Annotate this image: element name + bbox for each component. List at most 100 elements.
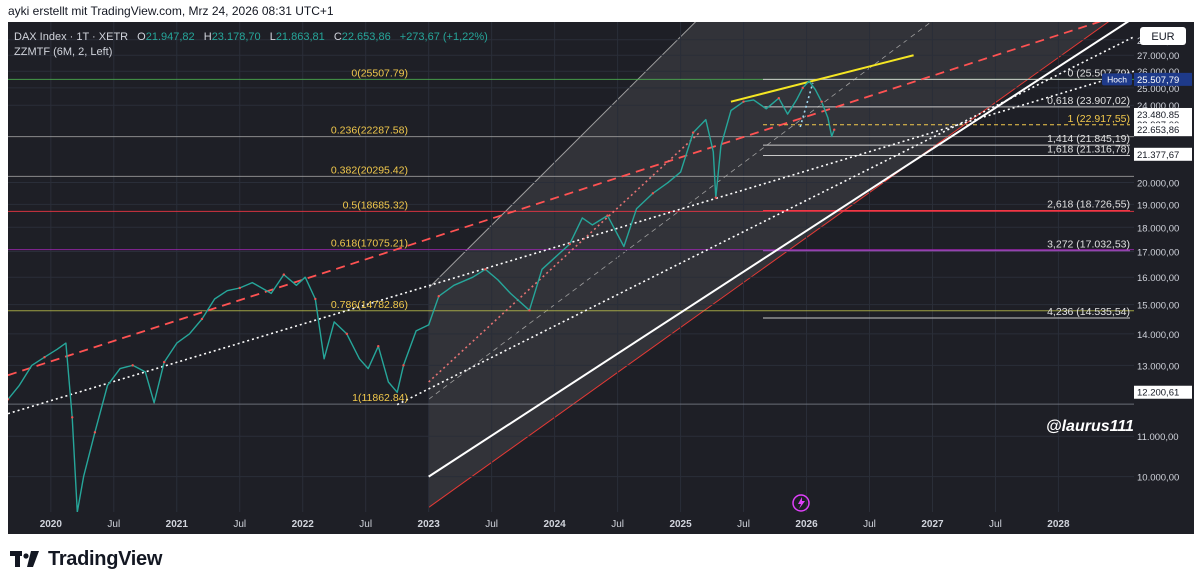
price-point xyxy=(777,96,781,100)
time-tick-label: 2027 xyxy=(921,519,944,530)
price-point xyxy=(93,431,97,434)
close-value: 22.653,86 xyxy=(342,31,391,43)
price-point xyxy=(131,364,134,367)
price-tick-label: 18.000,00 xyxy=(1137,223,1179,234)
high-value: 23.178,70 xyxy=(212,31,261,43)
price-point xyxy=(820,100,823,103)
trend-line-solid xyxy=(428,22,1130,478)
price-tag-label: 22.653,86 xyxy=(1137,125,1179,136)
fib-retracement-label: 0.5(18685.32) xyxy=(343,199,408,211)
price-point xyxy=(162,360,166,364)
price-tick-label: 16.000,00 xyxy=(1137,273,1179,284)
ohlc-legend: DAX Index · 1T · XETR O21.947,82 H23.178… xyxy=(14,31,488,43)
fib-extension-label: 4,236 (14.535,54) xyxy=(1047,306,1130,318)
currency-badge[interactable] xyxy=(1140,27,1186,45)
fib-retracement-label: 0.236(22287.58) xyxy=(331,125,408,137)
time-tick-label: Jul xyxy=(233,519,246,530)
fib-retracement-label: 0.382(20295.42) xyxy=(331,164,408,176)
price-tick-label: 15.000,00 xyxy=(1137,301,1179,312)
price-tag-label: 21.377,67 xyxy=(1137,150,1179,161)
currency-label: EUR xyxy=(1151,31,1174,43)
price-tag-label: 12.200,61 xyxy=(1137,388,1179,399)
fib-retracement-label: 1(11862.84) xyxy=(352,392,408,404)
price-point xyxy=(568,242,571,246)
price-chart[interactable]: 0(25507.79) 0.236(22287.58) 0.382(20295.42… xyxy=(8,22,1194,534)
time-tick-label: 2023 xyxy=(418,519,441,530)
fib-retracement-label: 0.786(14782.86) xyxy=(331,299,408,311)
price-tick-label: 25.000,00 xyxy=(1137,84,1179,95)
chart-caption: ayki erstellt mit TradingView.com, Mrz 2… xyxy=(8,4,334,18)
price-point xyxy=(402,364,405,367)
dax-price-line xyxy=(8,80,835,513)
low-value: 21.863,81 xyxy=(276,31,325,43)
price-point xyxy=(801,86,804,90)
trend-line-dashed xyxy=(8,22,1102,377)
price-point xyxy=(742,100,745,103)
price-point xyxy=(606,214,609,217)
fib-extension-label: 1,618 (21.316,78) xyxy=(1047,144,1130,156)
trend-line-solid xyxy=(730,54,914,103)
price-point xyxy=(528,309,531,312)
price-tag-bg xyxy=(1134,72,1192,86)
trendline-layer xyxy=(8,22,1135,478)
grid-layer xyxy=(8,22,1134,512)
time-tick-label: 2025 xyxy=(669,519,692,530)
price-tick-label: 14.000,00 xyxy=(1137,330,1179,341)
price-tick-label: 13.000,00 xyxy=(1137,361,1179,372)
tradingview-logo[interactable]: TradingView xyxy=(10,548,162,571)
fib-extension-label: 1 (22.917,55) xyxy=(1068,113,1130,125)
price-axis[interactable] xyxy=(1134,22,1194,534)
fib-layer xyxy=(8,78,1134,405)
open-value: 21.947,82 xyxy=(146,31,195,43)
price-point xyxy=(691,131,695,134)
channel-mid-line xyxy=(428,22,932,400)
price-point xyxy=(651,192,655,195)
time-tick-label: 2022 xyxy=(292,519,315,530)
price-point xyxy=(238,286,241,290)
price-tick-label: 20.000,00 xyxy=(1137,179,1179,190)
price-point xyxy=(314,297,317,301)
fib-extension-label: 1,414 (21.845,19) xyxy=(1047,133,1130,145)
price-tag-label: 25.507,79 xyxy=(1137,75,1179,86)
time-tick-label: Jul xyxy=(485,519,498,530)
time-tick-label: Jul xyxy=(359,519,372,530)
tradingview-logo-icon xyxy=(10,550,39,567)
price-tick-label: 24.000,00 xyxy=(1137,101,1179,112)
watermark: @laurus111 xyxy=(1046,418,1134,435)
time-tick-label: 2020 xyxy=(40,519,63,530)
price-tag-bg xyxy=(1134,123,1192,137)
price-point xyxy=(71,416,74,419)
price-tag-bg xyxy=(1134,107,1192,121)
time-tick-label: 2021 xyxy=(166,519,189,530)
price-tick-label: 26.000,00 xyxy=(1137,67,1179,78)
price-tag-prefix-bg xyxy=(1102,73,1132,86)
price-tag-bg xyxy=(1134,147,1192,161)
price-point xyxy=(282,273,286,276)
chart-panel[interactable]: 0(25507.79) 0.236(22287.58) 0.382(20295.42… xyxy=(8,22,1194,534)
time-tick-label: Jul xyxy=(863,519,876,530)
symbol-name: DAX Index · 1T · XETR xyxy=(14,31,128,43)
label-layer: 0(25507.79) 0.236(22287.58) 0.382(20295.42… xyxy=(331,67,1130,404)
price-point xyxy=(345,332,349,336)
fib-retracement-label: 0.618(17075.21) xyxy=(331,238,408,250)
price-point xyxy=(377,344,380,348)
price-axis-ticks: 10.000,00 11.000,00 13.000,00 14.000,00 15.0… xyxy=(1102,36,1192,484)
indicator-legend[interactable]: ZZMTF (6M, 2, Left) xyxy=(14,46,112,58)
brand-name: TradingView xyxy=(48,548,163,570)
time-tick-label: 2026 xyxy=(795,519,818,530)
time-axis-ticks: 2020 Jul 2021 Jul 2022 Jul 2023 Jul 2024 Jul 2025 J… xyxy=(40,519,1070,530)
price-point xyxy=(43,356,46,359)
fib-extension-label: 0,618 (23.907,02) xyxy=(1047,95,1130,107)
time-axis[interactable] xyxy=(8,512,1194,534)
time-tick-label: 2028 xyxy=(1047,519,1070,530)
time-tick-label: Jul xyxy=(989,519,1002,530)
time-tick-label: 2024 xyxy=(544,519,567,530)
fib-retracement-label: 0(25507.79) xyxy=(351,67,408,79)
lightning-icon[interactable] xyxy=(792,494,810,512)
time-tick-label: Jul xyxy=(107,519,120,530)
price-tick-label: 17.000,00 xyxy=(1137,248,1179,259)
price-tick-label: 27.000,00 xyxy=(1137,51,1179,62)
change-value: +273,67 (+1,22%) xyxy=(400,31,488,43)
price-tick-label: 11.000,00 xyxy=(1137,432,1179,443)
price-tick-label: 10.000,00 xyxy=(1137,473,1179,484)
